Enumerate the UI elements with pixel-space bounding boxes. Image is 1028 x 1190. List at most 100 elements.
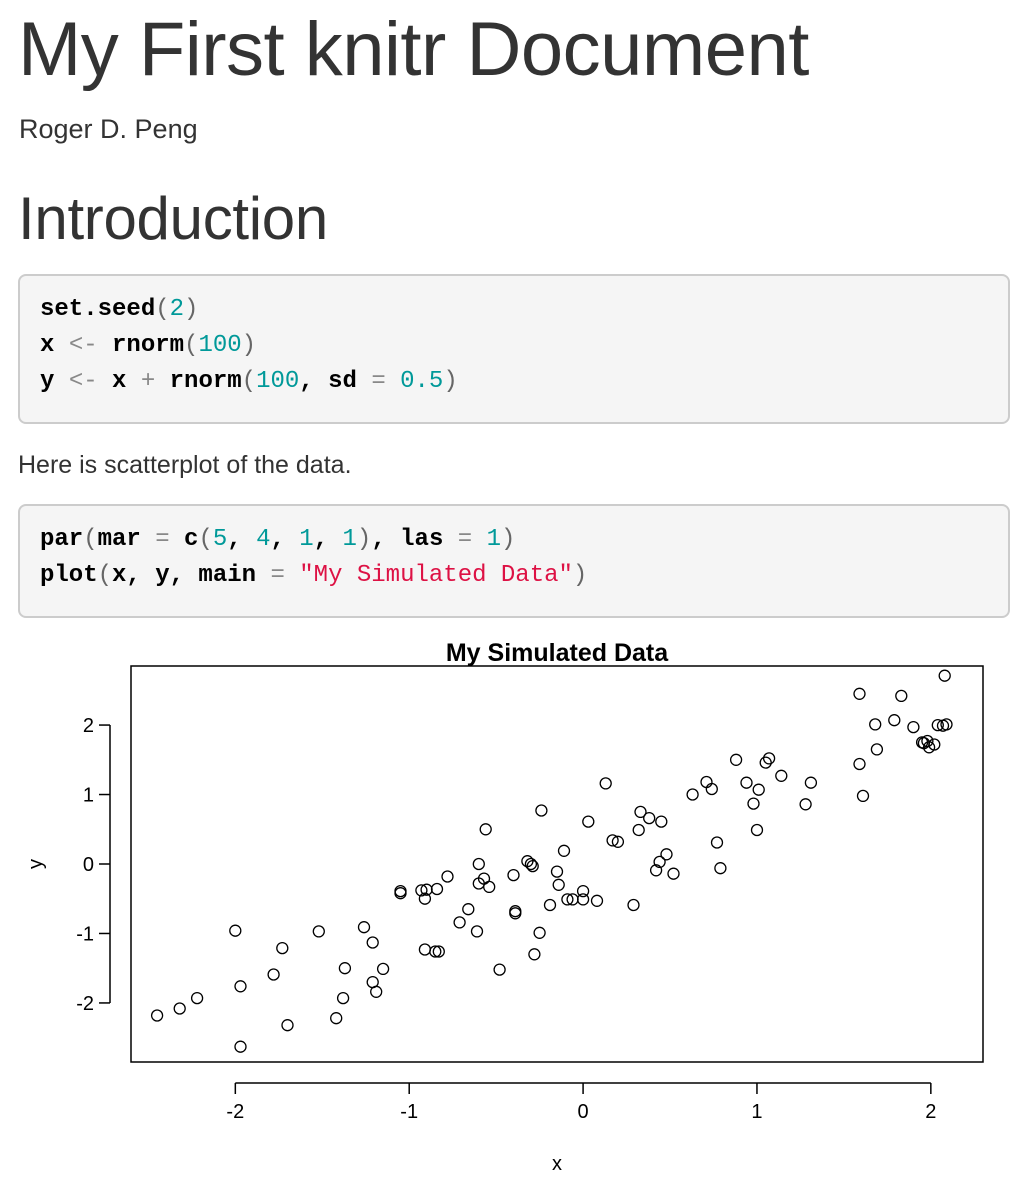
data-point <box>418 892 432 905</box>
data-point <box>470 925 484 938</box>
data-point <box>462 903 475 916</box>
data-point <box>336 991 350 1005</box>
data-point <box>921 734 934 748</box>
code-token: x, y, main <box>112 562 271 589</box>
code-token: , <box>270 526 300 553</box>
x-tick-label: 2 <box>925 1101 936 1123</box>
data-point <box>441 870 454 883</box>
y-tick-label: 0 <box>83 854 94 876</box>
code-block-setup[interactable]: set.seed(2) x <- rnorm(100) y <- x + rnorm… <box>18 274 1010 424</box>
data-point <box>528 948 541 961</box>
code-line: x <- rnorm(100) <box>40 328 988 364</box>
code-token <box>386 368 400 395</box>
data-point <box>418 943 432 956</box>
data-point <box>535 804 548 817</box>
data-point <box>483 880 496 894</box>
code-token: ) <box>572 562 588 589</box>
code-token: <- <box>68 368 98 395</box>
data-point <box>472 857 485 871</box>
data-point <box>479 823 492 836</box>
document-title: My First knitr Document <box>18 7 809 92</box>
data-point <box>509 907 522 920</box>
code-token: x <box>97 368 141 395</box>
data-point <box>853 757 866 771</box>
y-axis-label: y <box>25 859 47 869</box>
code-token: ( <box>184 332 199 359</box>
code-token: ( <box>198 526 213 553</box>
code-token: 4 <box>256 526 271 553</box>
code-token: = <box>155 526 170 553</box>
code-line: par(mar = c(5, 4, 1, 1), las = 1) <box>40 522 988 558</box>
x-tick-label: 0 <box>578 1101 589 1123</box>
data-point <box>415 884 428 897</box>
code-token: set.seed <box>40 296 156 323</box>
data-point <box>281 1019 294 1032</box>
chart-title: My Simulated Data <box>446 639 669 667</box>
data-point <box>931 718 944 732</box>
code-token: , <box>313 526 343 553</box>
data-point <box>430 882 444 896</box>
data-point <box>338 962 352 975</box>
data-point <box>606 834 619 847</box>
data-point <box>432 945 445 958</box>
code-token: 100 <box>256 368 300 395</box>
code-token: ) <box>356 526 372 553</box>
code-token <box>472 526 486 553</box>
code-block-plot[interactable]: par(mar = c(5, 4, 1, 1), las = 1) plot(x,… <box>18 504 1010 618</box>
y-tick-label: -2 <box>76 993 94 1015</box>
data-point <box>312 925 325 938</box>
data-point <box>869 718 882 731</box>
y-tick-label: 2 <box>83 715 94 737</box>
data-point <box>370 985 383 998</box>
code-token: "My Simulated Data" <box>299 562 573 589</box>
code-token: ) <box>184 296 199 323</box>
data-point <box>453 916 466 929</box>
author-name: Roger D. Peng <box>19 114 198 144</box>
code-line: set.seed(2) <box>40 292 988 328</box>
data-point <box>526 859 539 873</box>
data-point <box>543 898 557 912</box>
code-token: 0.5 <box>400 368 444 395</box>
code-token: ( <box>83 526 98 553</box>
x-tick-label: -1 <box>400 1101 418 1123</box>
code-line: plot(x, y, main = "My Simulated Data") <box>40 558 988 594</box>
data-point <box>870 743 884 756</box>
code-token: , sd <box>299 368 372 395</box>
data-point <box>686 788 699 801</box>
code-token: rnorm <box>155 368 242 395</box>
data-point <box>928 738 941 751</box>
x-axis-label: x <box>552 1153 562 1175</box>
data-point <box>524 857 538 871</box>
data-point <box>729 753 743 766</box>
data-point <box>667 867 680 880</box>
code-token: c <box>169 526 199 553</box>
data-point <box>267 968 280 981</box>
code-token: ( <box>241 368 257 395</box>
code-token: 100 <box>198 332 242 359</box>
code-token: y <box>40 368 69 395</box>
code-token: = <box>457 526 473 553</box>
data-point <box>582 815 595 828</box>
data-point <box>576 884 590 898</box>
data-point <box>234 1040 247 1053</box>
x-tick-label: 1 <box>751 1101 762 1123</box>
code-token: , <box>227 526 257 553</box>
data-point <box>705 782 718 796</box>
code-token: ) <box>241 332 257 359</box>
data-point <box>276 941 289 955</box>
data-point <box>895 689 908 703</box>
data-point <box>747 797 760 810</box>
data-point <box>557 844 571 857</box>
data-point <box>190 991 204 1005</box>
data-point <box>590 894 604 907</box>
data-point <box>700 775 713 789</box>
data-point <box>799 798 812 811</box>
code-token: 5 <box>212 526 228 553</box>
data-point <box>330 1012 343 1025</box>
x-tick-label: -2 <box>226 1101 244 1123</box>
data-point <box>599 777 612 790</box>
code-token: <- <box>68 332 98 359</box>
data-point <box>762 752 776 765</box>
data-point <box>759 756 772 769</box>
code-line: y <- x + rnorm(100, sd = 0.5) <box>40 364 988 400</box>
